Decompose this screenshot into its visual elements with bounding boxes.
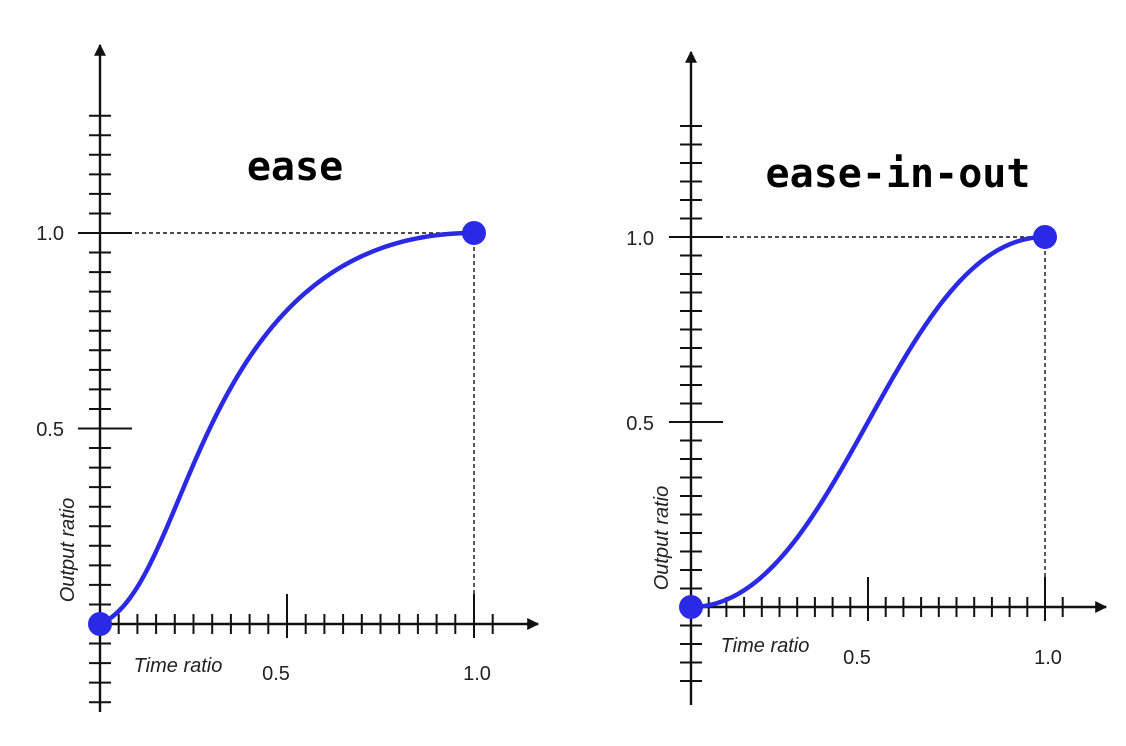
ease-in-out-x-axis-label: Time ratio (721, 635, 810, 657)
ease-x-tick-label-0: 0.5 (262, 663, 290, 685)
ease-x-tick-label-1: 1.0 (463, 663, 491, 685)
ease-y-tick-label-1: 1.0 (36, 223, 64, 245)
ease-curve (97, 230, 477, 627)
ease-in-out-x-tick-label-0: 0.5 (843, 647, 871, 669)
ease-in-out-start-point (679, 595, 703, 619)
ease-in-out-y-tick-label-0: 0.5 (626, 413, 654, 435)
ease-in-out-chart: ease-in-out Time ratio Output ratio 0.5 … (626, 50, 1108, 705)
ease-in-out-y-tick-label-1: 1.0 (626, 228, 654, 250)
ease-x-axis-label: Time ratio (134, 655, 223, 677)
ease-end-point (462, 221, 486, 245)
ease-y-axis-label: Output ratio (57, 498, 79, 603)
ease-in-out-end-point (1033, 225, 1057, 249)
ease-in-out-curve (688, 234, 1048, 610)
ease-chart: ease Time ratio Output ratio 0.5 1.0 0.5… (36, 43, 540, 712)
ease-in-out-chart-title: ease-in-out (766, 151, 1031, 197)
ease-start-point (88, 612, 112, 636)
ease-in-out-y-axis-label: Output ratio (651, 486, 673, 591)
ease-chart-title: ease (247, 144, 343, 190)
ease-y-tick-label-0: 0.5 (36, 419, 64, 441)
ease-in-out-x-tick-label-1: 1.0 (1034, 647, 1062, 669)
